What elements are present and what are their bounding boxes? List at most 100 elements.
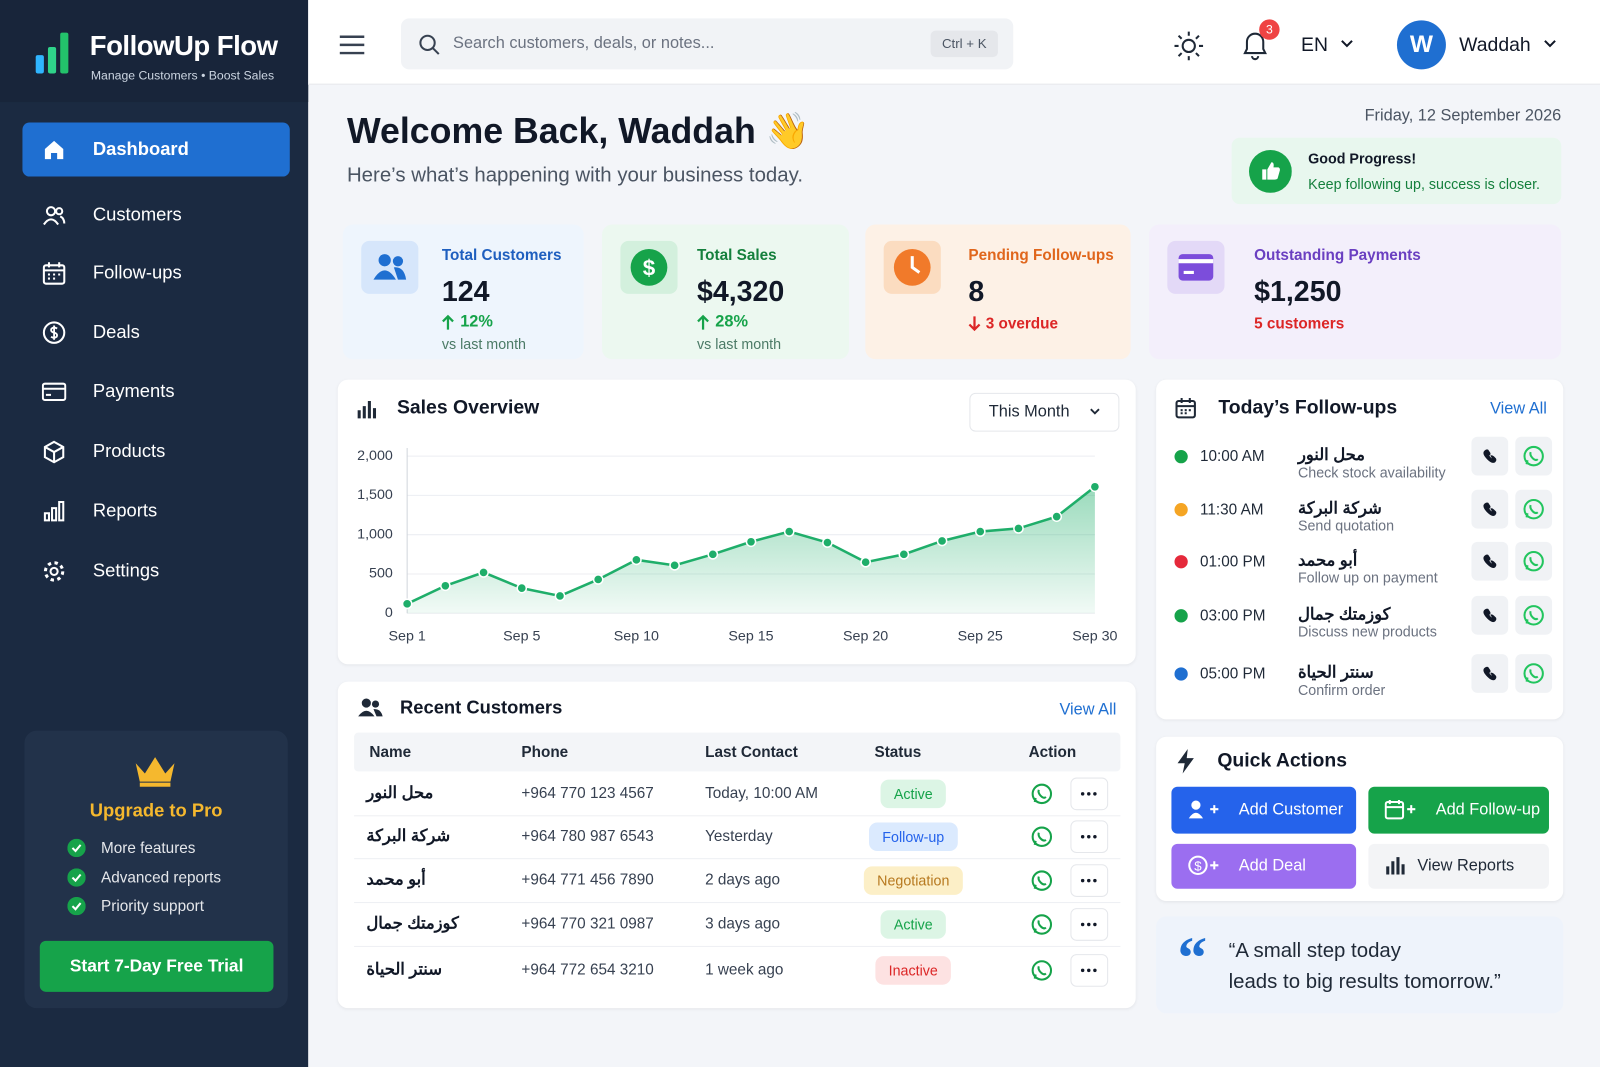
brand: FollowUp Flow xyxy=(89,30,278,62)
followup-task: Confirm order xyxy=(1297,681,1386,698)
lens xyxy=(419,34,436,52)
icon-part xyxy=(1080,792,1085,796)
stat-label: Total Sales xyxy=(696,246,777,265)
point xyxy=(1089,481,1101,493)
search-box[interactable] xyxy=(401,18,1014,70)
icon-part xyxy=(43,262,65,280)
icon-part xyxy=(1191,800,1201,810)
period-dropdown[interactable] xyxy=(969,392,1120,432)
feature: Priority support xyxy=(101,897,204,916)
point xyxy=(822,537,833,548)
status-pill: Follow-up xyxy=(869,822,958,852)
nav-item[interactable]: Customers xyxy=(92,204,182,225)
user-name: Waddah xyxy=(1459,34,1531,57)
icon-part xyxy=(1523,498,1544,520)
whatsapp-icon xyxy=(1523,551,1544,572)
whatsapp-button[interactable] xyxy=(1515,595,1553,635)
more-icon xyxy=(1080,878,1097,883)
more-icon xyxy=(1080,834,1097,839)
icon-part xyxy=(1483,608,1497,623)
quick-action-label: Add Deal xyxy=(1238,857,1306,875)
y-tick-label: 2,000 xyxy=(357,448,393,464)
chevron-path xyxy=(1341,40,1353,48)
nav-icon xyxy=(41,382,67,402)
icon-part xyxy=(1031,783,1053,805)
bell[interactable] xyxy=(1239,29,1272,64)
nav-item[interactable]: Follow-ups xyxy=(92,262,182,283)
icon-part xyxy=(1033,974,1037,979)
last-contact: 2 days ago xyxy=(705,871,780,889)
quick-action-button[interactable] xyxy=(1368,786,1549,834)
followup-task: Check stock availability xyxy=(1297,464,1446,481)
call-button[interactable] xyxy=(1471,541,1509,581)
icon-part xyxy=(1529,556,1539,567)
icon-part xyxy=(1080,922,1085,927)
welcome-subtitle: Here’s what’s happening with your busine… xyxy=(346,164,803,187)
stat-change: 28% xyxy=(715,313,748,331)
more-button[interactable] xyxy=(1070,908,1109,941)
call-button[interactable] xyxy=(1471,595,1509,635)
trial-button[interactable]: Start 7-Day Free Trial xyxy=(39,940,274,992)
icon-part xyxy=(1529,451,1539,462)
view-all[interactable]: View All xyxy=(1490,399,1547,418)
icon-part xyxy=(1384,801,1405,820)
call-button[interactable] xyxy=(1471,489,1509,529)
followup-task: Follow up on payment xyxy=(1297,569,1438,586)
more-button[interactable] xyxy=(1070,954,1109,987)
whatsapp-button[interactable] xyxy=(1515,489,1553,529)
more-icon xyxy=(1080,968,1097,973)
nav-item[interactable]: Payments xyxy=(92,380,175,402)
icon-part xyxy=(41,382,67,402)
call-button[interactable] xyxy=(1471,654,1509,693)
language[interactable]: EN xyxy=(1301,34,1328,57)
icon-part xyxy=(1529,669,1539,679)
bolt xyxy=(1177,748,1194,774)
quick-action-button[interactable] xyxy=(1171,786,1357,834)
whatsapp-button[interactable] xyxy=(1515,541,1553,581)
point xyxy=(707,548,719,560)
nav-icon xyxy=(44,140,64,160)
quote-line: leads to big results tomorrow.” xyxy=(1228,970,1501,993)
status-pill: Active xyxy=(880,910,946,939)
period: This Month xyxy=(988,403,1070,421)
view-all[interactable]: View All xyxy=(1059,701,1117,719)
icon-part xyxy=(630,248,668,286)
more-button[interactable] xyxy=(1070,777,1109,811)
more-button[interactable] xyxy=(1070,820,1109,854)
status-dot xyxy=(1174,555,1188,569)
menu-lines xyxy=(339,35,365,55)
last-contact: 3 days ago xyxy=(705,915,780,933)
nav-item[interactable]: Products xyxy=(92,440,166,462)
nav-item[interactable]: Deals xyxy=(92,321,140,342)
nav-item[interactable]: Reports xyxy=(92,499,158,521)
icon-part xyxy=(1523,551,1544,572)
theme-toggle[interactable] xyxy=(1172,30,1205,63)
stat-icon xyxy=(893,248,931,286)
nav-item[interactable]: Settings xyxy=(92,560,160,581)
menu-button[interactable] xyxy=(339,34,366,56)
whatsapp-icon xyxy=(1523,605,1544,626)
point xyxy=(860,556,872,568)
nav-icon xyxy=(42,321,66,344)
status-dot xyxy=(1174,449,1188,464)
bolt-icon xyxy=(1177,748,1194,774)
cal xyxy=(1175,399,1196,419)
more-button[interactable] xyxy=(1070,864,1109,897)
whatsapp-button[interactable] xyxy=(1515,654,1553,693)
customer-name: شركة البركة xyxy=(366,827,451,845)
status-pill: Active xyxy=(880,779,946,809)
stat-label: Outstanding Payments xyxy=(1254,246,1421,265)
call-button[interactable] xyxy=(1471,436,1509,476)
table-header xyxy=(354,732,1121,772)
icon-part xyxy=(1031,914,1053,935)
icon-part xyxy=(1525,565,1529,570)
quick-action-button[interactable] xyxy=(1171,843,1357,889)
chevron-path xyxy=(1090,408,1100,415)
nav-item[interactable]: Dashboard xyxy=(92,138,189,160)
stat-value: $4,320 xyxy=(696,275,785,308)
whatsapp-icon xyxy=(1031,914,1053,935)
avatar[interactable]: W xyxy=(1396,20,1446,70)
last-contact: Today, 10:00 AM xyxy=(705,784,818,803)
stat-icon-box xyxy=(361,240,419,294)
whatsapp-button[interactable] xyxy=(1515,436,1553,476)
